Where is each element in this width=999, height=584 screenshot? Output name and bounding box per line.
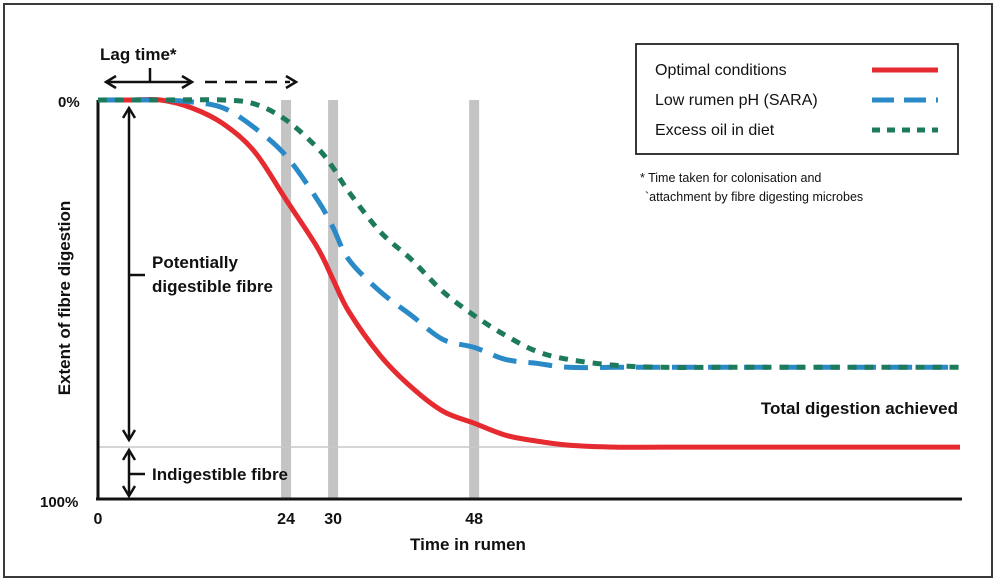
legend-label-low-rumen-ph-sara: Low rumen pH (SARA) (655, 92, 818, 109)
x-tick-48: 48 (465, 511, 483, 528)
indigestible-label: Indigestible fibre (152, 465, 288, 484)
x-tick-0: 0 (94, 511, 103, 528)
reference-bar-30 (328, 100, 339, 499)
total-digestion-label: Total digestion achieved (761, 399, 958, 418)
reference-bar-24 (281, 100, 292, 499)
digestible-arrow (121, 105, 145, 443)
x-tick-24: 24 (277, 511, 295, 528)
lag-time-arrow (103, 68, 299, 90)
potentially-digestible-label-2: digestible fibre (152, 277, 273, 296)
reference-bars (281, 100, 480, 499)
footnote-line-2: `attachment by fibre digesting microbes (645, 190, 863, 204)
lag-time-label: Lag time* (100, 45, 177, 64)
indigestible-arrow (121, 447, 145, 499)
potentially-digestible-label-1: Potentially (152, 253, 239, 272)
x-tick-labels: 0 24 30 48 (94, 511, 484, 528)
reference-bar-48 (469, 100, 480, 499)
series-group (97, 96, 960, 450)
legend: Optimal conditions Low rumen pH (SARA) Exc… (655, 62, 938, 139)
y-tick-0: 0% (58, 94, 80, 111)
series-line-excess-oil-in-diet (98, 97, 960, 370)
footnote-line-1: * Time taken for colonisation and (640, 171, 821, 185)
legend-label-optimal-conditions: Optimal conditions (655, 62, 787, 79)
x-axis-title: Time in rumen (410, 535, 526, 554)
x-tick-30: 30 (324, 511, 342, 528)
series-line-optimal-conditions (98, 96, 960, 450)
y-tick-100: 100% (40, 494, 78, 511)
legend-label-excess-oil-in-diet: Excess oil in diet (655, 122, 775, 139)
y-axis-title: Extent of fibre digestion (55, 201, 74, 396)
